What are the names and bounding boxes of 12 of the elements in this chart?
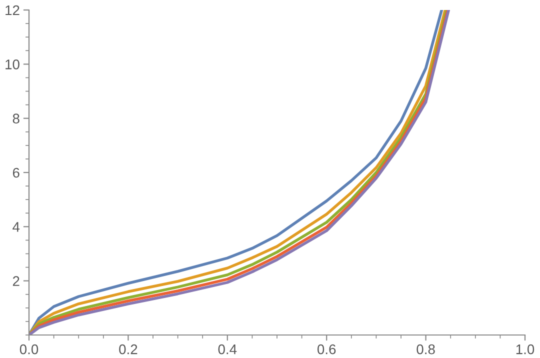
- x-tick-label: 1.0: [516, 344, 534, 354]
- y-tick-label: 4: [12, 222, 20, 232]
- y-tick-label: 10: [6, 60, 20, 70]
- x-tick-label: 0.6: [317, 344, 336, 354]
- y-tick-label: 8: [12, 114, 20, 124]
- y-tick-label: 12: [6, 5, 20, 16]
- x-tick-label: 0.4: [218, 344, 237, 354]
- y-tick-label: 2: [12, 276, 20, 286]
- x-tick-label: 0.8: [416, 344, 435, 354]
- y-tick-label: 6: [12, 168, 20, 178]
- x-tick-label: 0.2: [119, 344, 138, 354]
- x-tick-label: 0.0: [20, 344, 38, 354]
